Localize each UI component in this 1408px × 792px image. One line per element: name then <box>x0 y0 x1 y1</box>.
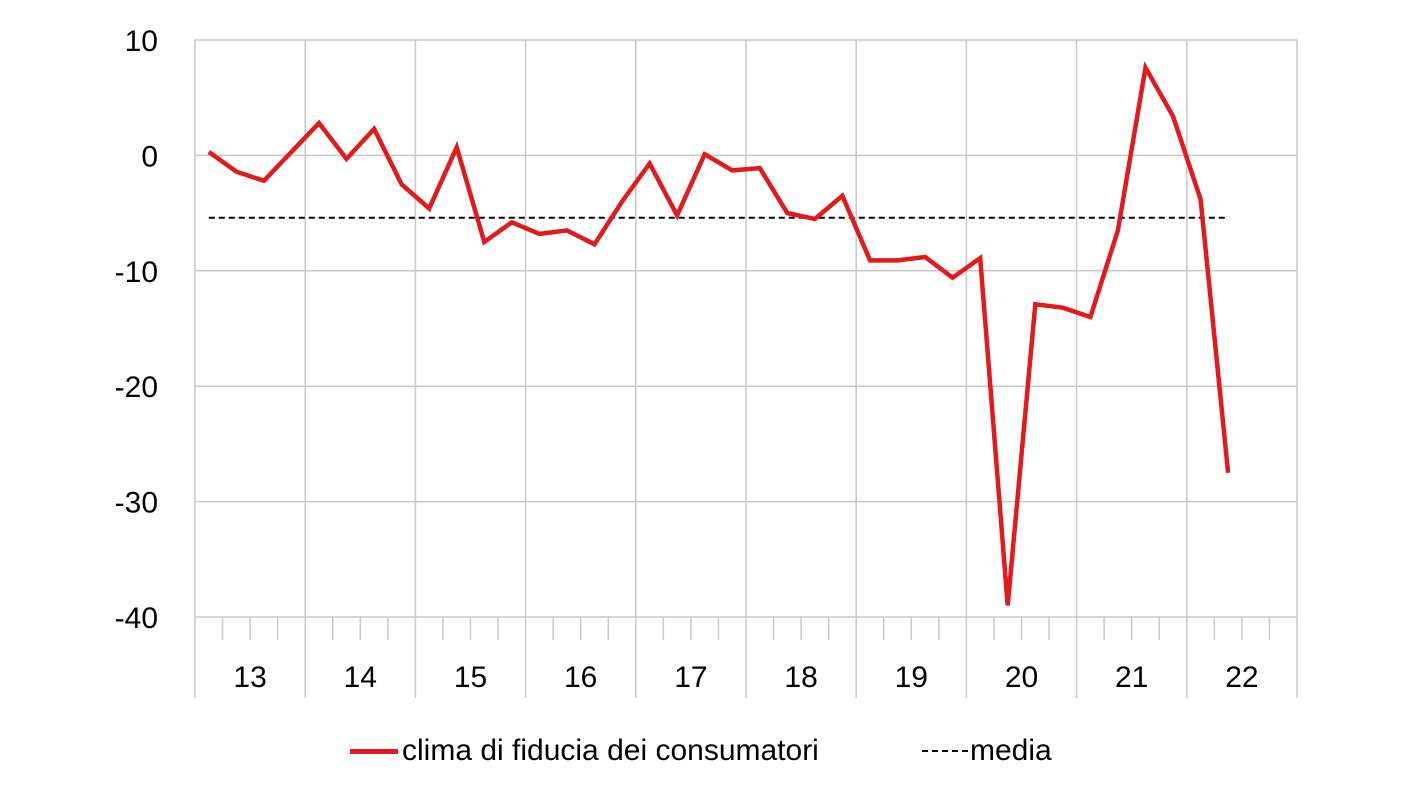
x-tick-label: 13 <box>233 661 266 694</box>
y-axis: 10 0 -10 -20 -30 -40 <box>115 25 158 635</box>
x-tick-label: 17 <box>674 661 707 694</box>
legend-item-clima: clima di fiducia dei consumatori <box>350 734 819 768</box>
series-line-clima <box>207 61 1231 606</box>
legend-label-media: media <box>970 734 1052 767</box>
line-chart: 10 0 -10 -20 -30 -40 13 14 15 16 17 18 19 20 21 22 <box>115 25 1298 698</box>
y-tick-label: -10 <box>115 256 158 289</box>
legend-item-media: media <box>922 734 1052 768</box>
legend-swatch-solid-red <box>350 748 398 754</box>
y-tick-label: 0 <box>141 140 158 173</box>
x-tick-label: 19 <box>895 661 928 694</box>
x-tick-label: 22 <box>1225 661 1258 694</box>
legend: clima di fiducia dei consumatori media <box>0 734 1408 784</box>
y-tick-label: -30 <box>115 487 158 520</box>
x-tick-label: 14 <box>344 661 377 694</box>
y-tick-label: 10 <box>125 25 158 58</box>
x-axis: 13 14 15 16 17 18 19 20 21 22 <box>221 617 1271 694</box>
x-tick-label: 15 <box>454 661 487 694</box>
legend-swatch-dashed-black <box>922 750 968 752</box>
x-tick-label: 21 <box>1115 661 1148 694</box>
y-tick-label: -20 <box>115 371 158 404</box>
x-tick-label: 18 <box>784 661 817 694</box>
y-tick-label: -40 <box>115 602 158 635</box>
x-tick-label: 16 <box>564 661 597 694</box>
series-layer <box>207 61 1231 606</box>
x-tick-label: 20 <box>1005 661 1038 694</box>
legend-label-clima: clima di fiducia dei consumatori <box>402 734 819 767</box>
gridlines <box>194 39 1298 698</box>
